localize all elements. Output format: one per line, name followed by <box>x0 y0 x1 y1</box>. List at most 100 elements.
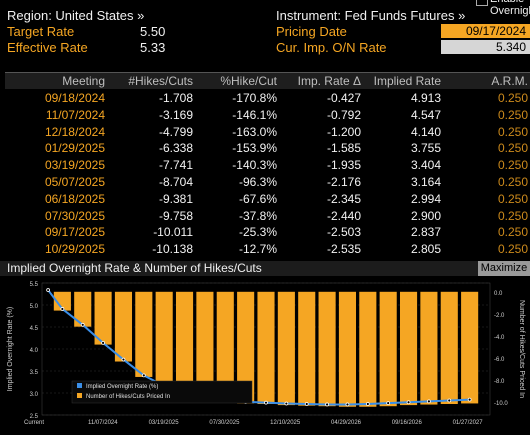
implied-rate-point <box>345 402 350 407</box>
bar-hikes-cuts <box>318 291 336 407</box>
bar-hikes-cuts <box>338 291 357 407</box>
table-row[interactable]: 07/30/2025 -9.758 -37.8% -2.440 2.900 0.250 <box>5 208 530 225</box>
bar-hikes-cuts <box>440 291 458 404</box>
chart-legend <box>71 380 253 404</box>
rate-chart: 5.5 5.0 4.5 4.0 3.5 3.0 2.5 0.0 -2.0 -4.0 -6.0 -8.0… <box>0 277 530 430</box>
arm-cell: 0.250 <box>497 191 528 206</box>
meeting-date-cell: 09/18/2024 <box>44 91 105 105</box>
bar-hikes-cuts <box>420 291 438 405</box>
col-header-meeting[interactable]: Meeting <box>5 73 105 89</box>
y-left-tick-label: 3.0 <box>30 392 39 398</box>
implied-rate-point <box>46 288 51 292</box>
table-row[interactable]: 12/18/2024 -4.799 -163.0% -1.200 4.140 0.250 <box>5 124 530 141</box>
pricing-date-input[interactable]: 09/17/2024 <box>441 24 530 38</box>
table-row[interactable]: 01/29/2025 -6.338 -153.9% -1.585 3.755 0.250 <box>5 140 530 157</box>
implied-rate-point <box>406 400 411 405</box>
instrument-selector[interactable]: Instrument: Fed Funds Futures » <box>276 8 466 23</box>
cur-imp-rate-input[interactable]: 5.340 <box>441 40 530 54</box>
pricing-date-label: Pricing Date <box>276 24 347 39</box>
y-left-tick-label: 3.5 <box>30 370 39 376</box>
y-left-axis-title: Implied Overnight Rate (%) <box>7 307 14 391</box>
pct-hike-cut-cell: -12.7% <box>238 242 277 257</box>
pct-hike-cut-cell: -146.1% <box>232 107 277 122</box>
arm-cell: 0.250 <box>497 124 528 139</box>
y-right-tick-label: -8.0 <box>494 379 505 385</box>
imp-rate-delta-cell: -2.503 <box>326 225 361 240</box>
col-header-hikes-cuts[interactable]: #Hikes/Cuts <box>105 73 193 89</box>
table-row[interactable]: 10/29/2025 -10.138 -12.7% -2.535 2.805 0.250 <box>5 241 530 258</box>
implied-rate-cell: 4.913 <box>410 91 441 105</box>
table-row[interactable]: 06/18/2025 -9.381 -67.6% -2.345 2.994 0.250 <box>5 191 530 208</box>
chart-plot: 5.5 5.0 4.5 4.0 3.5 3.0 2.5 0.0 -2.0 -4.0 -6.0 -8.0… <box>7 282 525 426</box>
bar-hikes-cuts <box>175 291 194 395</box>
implied-rate-point <box>365 402 370 406</box>
bar-hikes-cuts <box>94 291 112 345</box>
hikes-cuts-cell: -1.708 <box>158 91 193 105</box>
implied-rate-point <box>427 399 431 404</box>
meeting-date-cell: 12/18/2024 <box>44 124 105 139</box>
col-header-pct-hike-cut[interactable]: %Hike/Cut <box>193 73 277 89</box>
x-tick-label: Current <box>24 420 44 426</box>
bar-hikes-cuts <box>379 291 397 407</box>
pct-hike-cut-cell: -96.3% <box>238 175 277 189</box>
implied-rate-cell: 2.837 <box>410 225 441 240</box>
hikes-cuts-cell: -4.799 <box>158 124 193 139</box>
bar-hikes-cuts <box>461 291 479 404</box>
imp-rate-delta-cell: -0.792 <box>326 107 361 122</box>
x-tick-label: 12/10/2025 <box>270 420 301 426</box>
pct-hike-cut-cell: -25.3% <box>238 225 277 240</box>
implied-rate-cell: 3.404 <box>410 158 441 173</box>
bar-hikes-cuts <box>74 291 92 327</box>
hikes-cuts-cell: -8.704 <box>158 175 193 189</box>
arm-cell: 0.250 <box>497 91 528 105</box>
bar-hikes-cuts <box>135 291 153 377</box>
table-row[interactable]: 05/07/2025 -8.704 -96.3% -2.176 3.164 0.250 <box>5 174 530 191</box>
enable-override-checkbox[interactable] <box>476 0 488 6</box>
meeting-date-cell: 09/17/2025 <box>44 225 105 240</box>
y-right-tick-label: 0.0 <box>494 291 503 297</box>
implied-rate-point <box>447 398 452 403</box>
pct-hike-cut-cell: -153.9% <box>232 141 277 156</box>
bar-hikes-cuts <box>114 291 133 362</box>
arm-cell: 0.250 <box>497 225 528 240</box>
y-right-axis-title: Number of Hikes/Cuts Priced In <box>518 300 525 398</box>
table-row[interactable]: 11/07/2024 -3.169 -146.1% -0.792 4.547 0.250 <box>5 107 530 124</box>
meetings-table: Meeting #Hikes/Cuts %Hike/Cut Imp. Rate … <box>5 72 530 259</box>
implied-rate-cell: 3.164 <box>410 175 441 189</box>
imp-rate-delta-cell: -1.585 <box>326 141 361 156</box>
target-rate-value: 5.50 <box>140 24 166 39</box>
implied-rate-point <box>386 401 391 406</box>
meeting-date-cell: 01/29/2025 <box>44 141 105 156</box>
implied-rate-point <box>121 357 126 362</box>
y-left-tick-label: 4.5 <box>30 326 39 332</box>
target-rate-label: Target Rate <box>7 24 75 39</box>
meeting-date-cell: 10/29/2025 <box>44 242 105 257</box>
bar-hikes-cuts <box>298 291 316 406</box>
chart-title: Implied Overnight Rate & Number of Hikes… <box>7 261 262 275</box>
hikes-cuts-cell: -9.758 <box>158 208 193 223</box>
imp-rate-delta-cell: -1.200 <box>326 124 361 139</box>
y-left-tick-label: 2.5 <box>30 414 39 420</box>
arm-cell: 0.250 <box>497 175 528 189</box>
col-header-imp-rate-delta[interactable]: Imp. Rate Δ <box>277 73 361 89</box>
table-row[interactable]: 09/17/2025 -10.011 -25.3% -2.503 2.837 0.250 <box>5 224 530 241</box>
maximize-button[interactable]: Maximize <box>478 261 530 276</box>
x-tick-label: 07/30/2025 <box>209 420 240 426</box>
bar-hikes-cuts <box>155 291 173 388</box>
region-selector[interactable]: Region: United States » <box>7 8 145 23</box>
hikes-cuts-cell: -9.381 <box>158 191 193 206</box>
bar-hikes-cuts <box>399 291 418 406</box>
table-row[interactable]: 09/18/2024 -1.708 -170.8% -0.427 4.913 0.250 <box>5 90 530 107</box>
implied-rate-point <box>325 402 329 407</box>
legend-swatch <box>77 393 82 398</box>
arm-cell: 0.250 <box>497 158 528 173</box>
enable-override-label: Enable Overnight <box>490 0 530 17</box>
imp-rate-delta-cell: -0.427 <box>326 91 361 105</box>
implied-rate-point <box>264 400 268 405</box>
col-header-arm[interactable]: A.R.M. <box>441 73 528 89</box>
pct-hike-cut-cell: -170.8% <box>232 91 277 105</box>
table-row[interactable]: 03/19/2025 -7.741 -140.3% -1.935 3.404 0.250 <box>5 157 530 174</box>
col-header-implied-rate[interactable]: Implied Rate <box>361 73 441 89</box>
implied-rate-cell: 2.805 <box>410 242 441 257</box>
bar-hikes-cuts <box>216 291 234 402</box>
